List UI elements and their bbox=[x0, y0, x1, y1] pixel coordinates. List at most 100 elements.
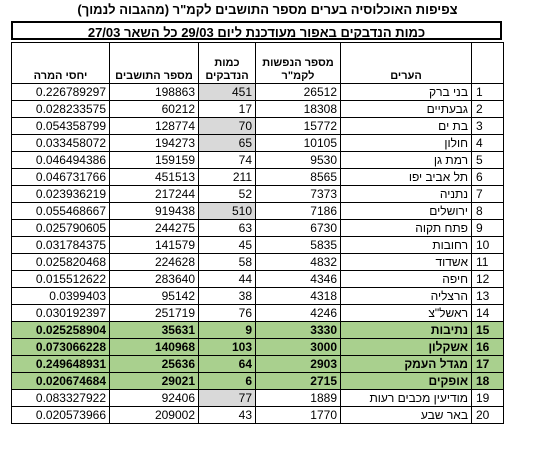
cell-ratio[interactable]: 0.046731766 bbox=[11, 168, 110, 186]
cell-index[interactable]: 5 bbox=[471, 151, 504, 169]
cell-city[interactable]: באר שבע bbox=[340, 406, 472, 424]
cell-infected[interactable]: 70 bbox=[198, 117, 256, 135]
cell-city[interactable]: מודיעין מכבים רעות bbox=[340, 389, 472, 407]
cell-ratio[interactable]: 0.0399403 bbox=[11, 287, 110, 305]
cell-index[interactable]: 14 bbox=[471, 304, 504, 322]
cell-infected[interactable]: 64 bbox=[198, 355, 256, 373]
cell-city[interactable]: פתח תקוה bbox=[340, 219, 472, 237]
cell-city[interactable]: מגדל העמק bbox=[340, 355, 472, 373]
cell-residents[interactable]: 92406 bbox=[109, 389, 199, 407]
cell-ratio[interactable]: 0.055468667 bbox=[11, 202, 110, 220]
cell-density[interactable]: 1770 bbox=[255, 406, 341, 424]
cell-residents[interactable]: 29021 bbox=[109, 372, 199, 390]
cell-residents[interactable]: 194273 bbox=[109, 134, 199, 152]
cell-city[interactable]: ירושלים bbox=[340, 202, 472, 220]
cell-infected[interactable]: 9 bbox=[198, 321, 256, 339]
cell-index[interactable]: 2 bbox=[471, 100, 504, 118]
cell-density[interactable]: 10105 bbox=[255, 134, 341, 152]
cell-residents[interactable]: 244275 bbox=[109, 219, 199, 237]
cell-infected[interactable]: 451 bbox=[198, 83, 256, 101]
cell-infected[interactable]: 58 bbox=[198, 253, 256, 271]
cell-infected[interactable]: 65 bbox=[198, 134, 256, 152]
cell-density[interactable]: 7373 bbox=[255, 185, 341, 203]
cell-density[interactable]: 2715 bbox=[255, 372, 341, 390]
cell-infected[interactable]: 6 bbox=[198, 372, 256, 390]
cell-density[interactable]: 4246 bbox=[255, 304, 341, 322]
cell-infected[interactable]: 52 bbox=[198, 185, 256, 203]
cell-ratio[interactable]: 0.083327922 bbox=[11, 389, 110, 407]
cell-residents[interactable]: 35631 bbox=[109, 321, 199, 339]
cell-density[interactable]: 2903 bbox=[255, 355, 341, 373]
cell-residents[interactable]: 451513 bbox=[109, 168, 199, 186]
cell-infected[interactable]: 76 bbox=[198, 304, 256, 322]
cell-index[interactable]: 3 bbox=[471, 117, 504, 135]
cell-residents[interactable]: 209002 bbox=[109, 406, 199, 424]
cell-city[interactable]: אופקים bbox=[340, 372, 472, 390]
cell-city[interactable]: נתיבות bbox=[340, 321, 472, 339]
cell-city[interactable]: אשדוד bbox=[340, 253, 472, 271]
cell-index[interactable]: 16 bbox=[471, 338, 504, 356]
cell-infected[interactable]: 510 bbox=[198, 202, 256, 220]
cell-ratio[interactable]: 0.025820468 bbox=[11, 253, 110, 271]
cell-infected[interactable]: 45 bbox=[198, 236, 256, 254]
cell-ratio[interactable]: 0.073066228 bbox=[11, 338, 110, 356]
cell-density[interactable]: 4832 bbox=[255, 253, 341, 271]
cell-residents[interactable]: 95142 bbox=[109, 287, 199, 305]
cell-residents[interactable]: 140968 bbox=[109, 338, 199, 356]
cell-index[interactable]: 10 bbox=[471, 236, 504, 254]
cell-infected[interactable]: 43 bbox=[198, 406, 256, 424]
cell-city[interactable]: ראשל"צ bbox=[340, 304, 472, 322]
cell-density[interactable]: 9530 bbox=[255, 151, 341, 169]
cell-city[interactable]: הרצליה bbox=[340, 287, 472, 305]
cell-ratio[interactable]: 0.031784375 bbox=[11, 236, 110, 254]
cell-residents[interactable]: 141579 bbox=[109, 236, 199, 254]
cell-ratio[interactable]: 0.015512622 bbox=[11, 270, 110, 288]
cell-residents[interactable]: 198863 bbox=[109, 83, 199, 101]
cell-index[interactable]: 18 bbox=[471, 372, 504, 390]
cell-residents[interactable]: 159159 bbox=[109, 151, 199, 169]
cell-index[interactable]: 7 bbox=[471, 185, 504, 203]
cell-density[interactable]: 18308 bbox=[255, 100, 341, 118]
cell-city[interactable]: בני ברק bbox=[340, 83, 472, 101]
cell-residents[interactable]: 283640 bbox=[109, 270, 199, 288]
cell-infected[interactable]: 74 bbox=[198, 151, 256, 169]
cell-ratio[interactable]: 0.226789297 bbox=[11, 83, 110, 101]
cell-city[interactable]: נתניה bbox=[340, 185, 472, 203]
cell-index[interactable]: 8 bbox=[471, 202, 504, 220]
cell-index[interactable]: 9 bbox=[471, 219, 504, 237]
cell-infected[interactable]: 77 bbox=[198, 389, 256, 407]
cell-density[interactable]: 5835 bbox=[255, 236, 341, 254]
cell-index[interactable]: 4 bbox=[471, 134, 504, 152]
cell-city[interactable]: רחובות bbox=[340, 236, 472, 254]
cell-city[interactable]: חולון bbox=[340, 134, 472, 152]
cell-index[interactable]: 17 bbox=[471, 355, 504, 373]
cell-density[interactable]: 7186 bbox=[255, 202, 341, 220]
cell-ratio[interactable]: 0.020674684 bbox=[11, 372, 110, 390]
cell-index[interactable]: 15 bbox=[471, 321, 504, 339]
cell-index[interactable]: 13 bbox=[471, 287, 504, 305]
cell-density[interactable]: 4318 bbox=[255, 287, 341, 305]
cell-ratio[interactable]: 0.249648931 bbox=[11, 355, 110, 373]
cell-infected[interactable]: 17 bbox=[198, 100, 256, 118]
cell-density[interactable]: 6730 bbox=[255, 219, 341, 237]
cell-index[interactable]: 11 bbox=[471, 253, 504, 271]
cell-index[interactable]: 1 bbox=[471, 83, 504, 101]
cell-density[interactable]: 15772 bbox=[255, 117, 341, 135]
cell-city[interactable]: רמת גן bbox=[340, 151, 472, 169]
cell-residents[interactable]: 25636 bbox=[109, 355, 199, 373]
cell-residents[interactable]: 128774 bbox=[109, 117, 199, 135]
cell-residents[interactable]: 919438 bbox=[109, 202, 199, 220]
cell-residents[interactable]: 224628 bbox=[109, 253, 199, 271]
cell-ratio[interactable]: 0.025790605 bbox=[11, 219, 110, 237]
cell-density[interactable]: 3330 bbox=[255, 321, 341, 339]
cell-ratio[interactable]: 0.046494386 bbox=[11, 151, 110, 169]
cell-city[interactable]: חיפה bbox=[340, 270, 472, 288]
cell-index[interactable]: 20 bbox=[471, 406, 504, 424]
cell-city[interactable]: בת ים bbox=[340, 117, 472, 135]
cell-city[interactable]: אשקלון bbox=[340, 338, 472, 356]
cell-ratio[interactable]: 0.025258904 bbox=[11, 321, 110, 339]
cell-infected[interactable]: 44 bbox=[198, 270, 256, 288]
cell-ratio[interactable]: 0.028233575 bbox=[11, 100, 110, 118]
cell-infected[interactable]: 211 bbox=[198, 168, 256, 186]
cell-infected[interactable]: 103 bbox=[198, 338, 256, 356]
